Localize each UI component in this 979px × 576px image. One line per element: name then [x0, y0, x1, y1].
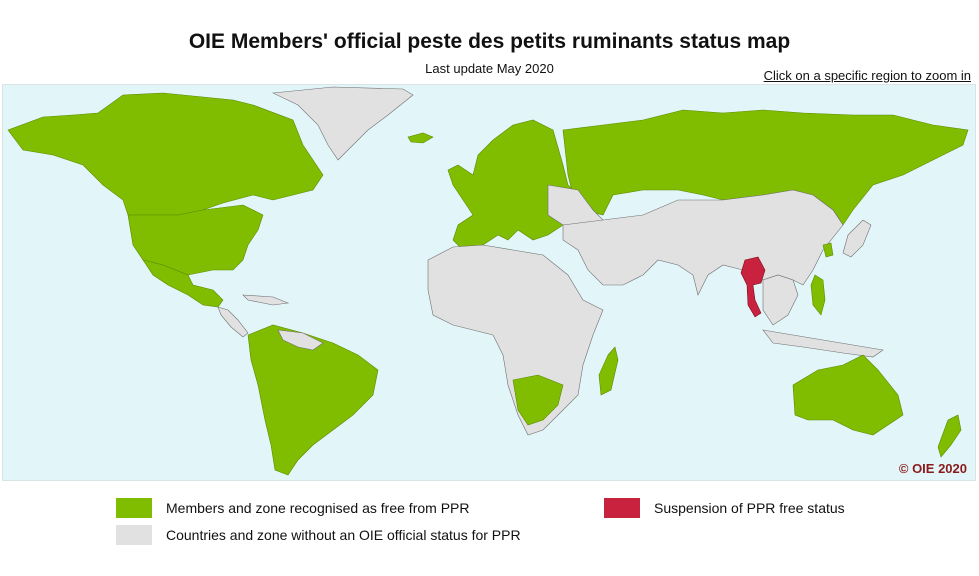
- region-south-america[interactable]: [247, 324, 379, 476]
- region-southern-africa[interactable]: [512, 374, 564, 426]
- region-mexico[interactable]: [142, 259, 224, 308]
- swatch-no-status-icon: [116, 525, 152, 545]
- copyright: © OIE 2020: [898, 461, 967, 476]
- region-africa[interactable]: [427, 244, 604, 436]
- region-central-america[interactable]: [217, 306, 249, 338]
- swatch-suspended-icon: [604, 498, 640, 518]
- last-update: Last update May 2020: [425, 61, 554, 76]
- zoom-region-link[interactable]: Click on a specific region to zoom in: [763, 68, 971, 83]
- map-svg[interactable]: [3, 85, 975, 480]
- region-thailand[interactable]: [740, 256, 766, 318]
- legend-label-suspended: Suspension of PPR free status: [654, 500, 845, 516]
- region-russia[interactable]: [562, 109, 969, 226]
- region-new-zealand[interactable]: [937, 414, 962, 458]
- legend-label-no-status: Countries and zone without an OIE offici…: [166, 527, 521, 543]
- world-map[interactable]: © OIE 2020: [2, 84, 976, 481]
- region-greenland[interactable]: [271, 86, 414, 161]
- region-caribbean[interactable]: [242, 294, 290, 306]
- region-europe[interactable]: [447, 119, 579, 251]
- swatch-free-icon: [116, 498, 152, 518]
- legend-item-no-status: Countries and zone without an OIE offici…: [116, 525, 521, 545]
- region-indonesia[interactable]: [762, 329, 884, 358]
- page-title: OIE Members' official peste des petits r…: [188, 30, 791, 53]
- region-southeast-asia[interactable]: [762, 274, 799, 326]
- region-iceland[interactable]: [407, 132, 434, 144]
- region-australia[interactable]: [792, 354, 904, 436]
- region-north-america-canada[interactable]: [7, 92, 324, 216]
- region-japan[interactable]: [842, 219, 872, 258]
- legend-item-suspended: Suspension of PPR free status: [604, 498, 845, 518]
- legend-label-free: Members and zone recognised as free from…: [166, 500, 470, 516]
- legend-item-free: Members and zone recognised as free from…: [116, 498, 469, 518]
- region-south-korea[interactable]: [822, 242, 834, 258]
- region-madagascar[interactable]: [598, 346, 619, 396]
- region-philippines[interactable]: [810, 274, 826, 316]
- region-guianas-venezuela[interactable]: [277, 329, 324, 351]
